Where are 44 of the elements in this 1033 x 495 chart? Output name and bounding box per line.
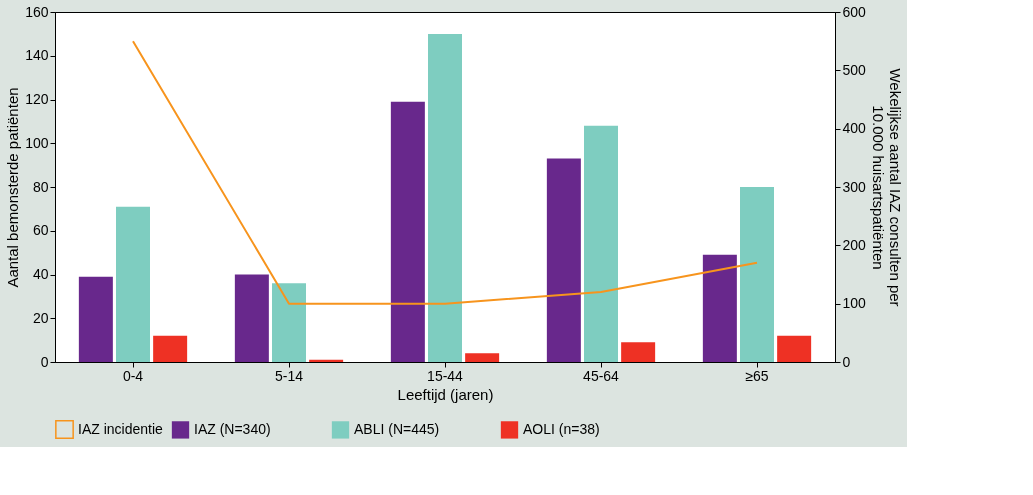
y-axis-title: Aantal bemonsterde patiënten	[4, 87, 22, 288]
y2-axis-title: Wekelijkse aantal IAZ consulten per 10.000 huisartspatiënten	[869, 68, 904, 307]
line-series	[132, 40, 758, 305]
x-tick-label: 5-14	[274, 367, 304, 384]
y-tick-label: 80	[32, 178, 49, 195]
legend-label: IAZ (N=340)	[194, 420, 271, 437]
y2-tick-label: 100	[842, 295, 867, 312]
x-tick-label: 45-64	[583, 367, 620, 384]
bar	[309, 359, 344, 362]
bar	[621, 342, 656, 362]
y2-tick-label: 400	[842, 120, 867, 137]
legend-label: ABLI (N=445)	[354, 420, 440, 437]
y-tick-label: 100	[25, 134, 49, 151]
y-tick-label: 0	[40, 353, 49, 370]
bar	[234, 274, 269, 362]
x-tick-label: 0-4	[122, 367, 144, 384]
bar	[390, 101, 425, 362]
bar	[465, 353, 500, 362]
bar	[777, 335, 812, 362]
y2-tick-label: 600	[842, 3, 867, 20]
y-tick-label: 40	[32, 266, 49, 282]
y-tick-label: 60	[32, 222, 49, 239]
y-tick-label: 160	[25, 3, 49, 20]
y2-tick-label: 500	[842, 61, 867, 78]
y2-tick-label: 200	[842, 236, 867, 253]
bar	[272, 283, 306, 362]
bar	[78, 276, 113, 362]
bar	[116, 206, 150, 362]
y-tick-label: 120	[25, 91, 49, 107]
legend-label: IAZ incidentie	[78, 420, 164, 437]
legend-label: AOLI (n=38)	[523, 420, 600, 437]
y-tick-label: 140	[25, 47, 49, 64]
y2-tick-label: 300	[842, 178, 867, 195]
bar	[702, 254, 737, 362]
bar	[584, 125, 618, 362]
bar	[546, 158, 581, 362]
bar	[153, 335, 188, 362]
x-tick-label: 15-44	[427, 367, 464, 384]
bar	[428, 33, 462, 362]
y2-tick-label: 0	[842, 353, 851, 370]
y-tick-label: 20	[32, 309, 49, 326]
bar	[740, 187, 774, 362]
x-axis-title: Leeftijd (jaren)	[397, 385, 494, 403]
x-tick-label: ≥65	[745, 367, 769, 384]
